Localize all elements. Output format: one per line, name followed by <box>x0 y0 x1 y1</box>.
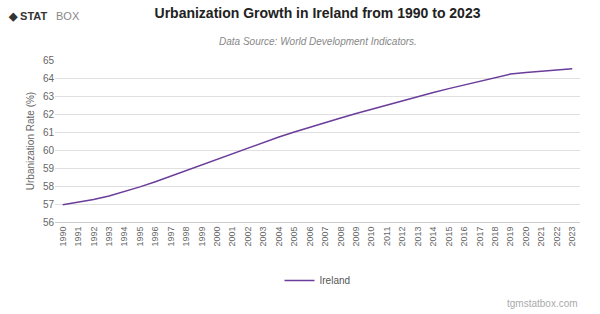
svg-text:1997: 1997 <box>166 227 176 247</box>
svg-text:2023: 2023 <box>567 227 577 247</box>
svg-text:tgmstatbox.com: tgmstatbox.com <box>507 298 578 309</box>
svg-text:2005: 2005 <box>289 227 299 247</box>
svg-text:2010: 2010 <box>366 227 376 247</box>
svg-text:2006: 2006 <box>305 227 315 247</box>
svg-text:59: 59 <box>43 163 55 174</box>
svg-text:◆ STAT: ◆ STAT <box>8 10 47 22</box>
svg-text:2004: 2004 <box>274 227 284 247</box>
svg-text:Ireland: Ireland <box>320 275 351 286</box>
svg-text:61: 61 <box>43 127 55 138</box>
svg-text:2022: 2022 <box>552 227 562 247</box>
svg-text:2017: 2017 <box>475 227 485 247</box>
svg-text:BOX: BOX <box>56 10 80 22</box>
svg-text:58: 58 <box>43 181 55 192</box>
svg-text:2001: 2001 <box>227 227 237 247</box>
svg-text:1996: 1996 <box>150 227 160 247</box>
svg-text:1994: 1994 <box>119 227 129 247</box>
svg-text:1998: 1998 <box>181 227 191 247</box>
svg-text:2009: 2009 <box>351 227 361 247</box>
svg-text:1990: 1990 <box>58 227 68 247</box>
svg-text:1993: 1993 <box>104 227 114 247</box>
svg-text:2014: 2014 <box>428 227 438 247</box>
svg-text:1995: 1995 <box>135 227 145 247</box>
svg-text:2011: 2011 <box>382 227 392 246</box>
svg-text:Urbanization Growth in Ireland: Urbanization Growth in Ireland from 1990… <box>155 5 481 21</box>
svg-text:1991: 1991 <box>73 227 83 247</box>
svg-text:2008: 2008 <box>336 227 346 247</box>
svg-text:57: 57 <box>43 199 55 210</box>
svg-text:65: 65 <box>43 55 55 66</box>
svg-text:62: 62 <box>43 109 55 120</box>
svg-text:2007: 2007 <box>320 227 330 247</box>
svg-text:2003: 2003 <box>258 227 268 247</box>
svg-text:2013: 2013 <box>413 227 423 247</box>
svg-text:2012: 2012 <box>397 227 407 247</box>
svg-text:2016: 2016 <box>459 227 469 247</box>
svg-text:2021: 2021 <box>536 227 546 247</box>
svg-text:56: 56 <box>43 217 55 228</box>
svg-text:1992: 1992 <box>89 227 99 247</box>
svg-text:2015: 2015 <box>444 227 454 247</box>
svg-text:2020: 2020 <box>521 227 531 247</box>
svg-text:1999: 1999 <box>197 227 207 247</box>
svg-text:60: 60 <box>43 145 55 156</box>
svg-text:2000: 2000 <box>212 227 222 247</box>
svg-text:Urbanization Rate (%): Urbanization Rate (%) <box>25 92 36 190</box>
svg-text:Data Source: World Development: Data Source: World Development Indicator… <box>219 36 417 47</box>
svg-text:2002: 2002 <box>243 227 253 247</box>
svg-text:2018: 2018 <box>490 227 500 247</box>
svg-text:2019: 2019 <box>505 227 515 247</box>
svg-text:63: 63 <box>43 91 55 102</box>
svg-text:64: 64 <box>43 73 55 84</box>
